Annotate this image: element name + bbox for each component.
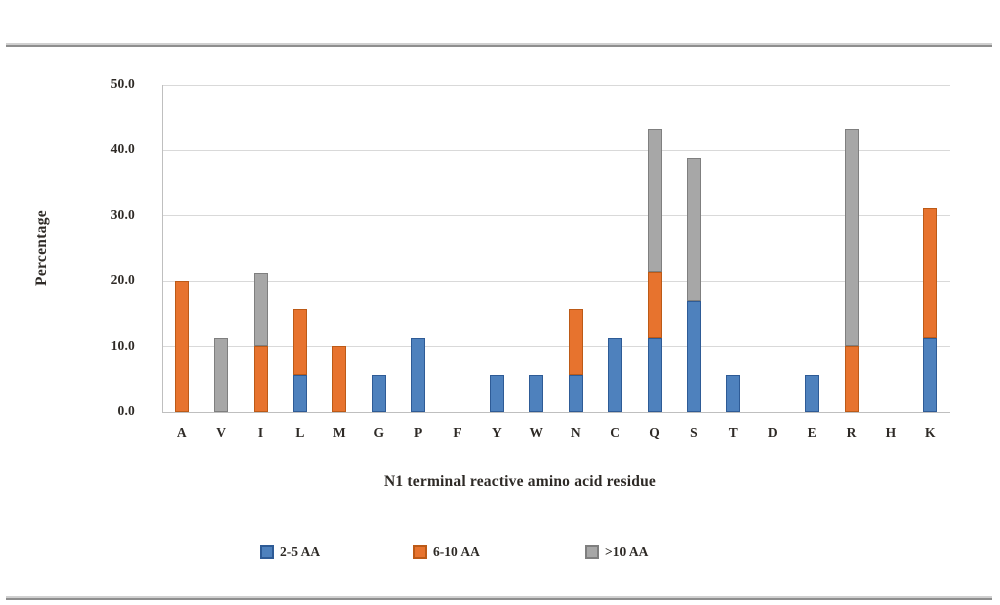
bar-segment <box>608 338 623 412</box>
y-tick-label: 20.0 <box>110 272 135 288</box>
x-tick-label: G <box>373 425 384 440</box>
bar-segment <box>253 345 268 412</box>
x-tick-label: P <box>413 425 423 440</box>
x-tick-label: H <box>885 425 897 440</box>
x-tick-label: W <box>529 425 544 440</box>
x-axis-line <box>162 412 950 413</box>
bar-segment <box>647 338 662 412</box>
x-tick-label: I <box>257 425 264 440</box>
y-tick-label: 50.0 <box>110 76 135 91</box>
bar-segment <box>726 374 741 412</box>
bar-segment <box>332 345 347 412</box>
legend-item: >10 AA <box>585 543 648 561</box>
x-axis-title: N1 terminal reactive amino acid residue <box>384 473 656 490</box>
x-tick-label: Q <box>649 425 660 440</box>
legend-item: 6-10 AA <box>413 543 480 561</box>
gridline <box>162 346 950 348</box>
legend-swatch-icon <box>585 545 599 559</box>
bar-segment <box>371 374 386 412</box>
bar-segment <box>647 129 662 273</box>
x-tick-label: R <box>846 425 857 440</box>
x-tick-label: V <box>216 425 226 440</box>
x-tick-label: S <box>690 425 698 440</box>
legend-swatch-icon <box>260 545 274 559</box>
top-divider <box>6 43 992 47</box>
bar-segment <box>647 272 662 339</box>
bar-segment <box>805 374 820 412</box>
y-axis-line <box>162 85 163 412</box>
y-tick-label: 40.0 <box>110 141 135 157</box>
bar-segment <box>568 308 583 375</box>
legend-item: 2-5 AA <box>260 543 320 561</box>
bar-segment <box>844 345 859 412</box>
x-tick-label: C <box>610 425 620 440</box>
x-tick-label: N <box>570 425 581 440</box>
bar-segment <box>253 272 268 346</box>
bar-segment <box>686 300 701 412</box>
bar-segment <box>923 207 938 339</box>
x-tick-label: L <box>295 425 305 440</box>
bar-segment <box>292 308 307 375</box>
x-tick-label: K <box>925 425 936 440</box>
bar-segment <box>292 374 307 412</box>
y-tick-label: 0.0 <box>117 403 135 418</box>
legend-label: >10 AA <box>605 544 649 559</box>
legend-label: 2-5 AA <box>280 544 321 559</box>
x-tick-label: F <box>453 425 462 440</box>
bar-segment <box>529 374 544 412</box>
x-tick-label: D <box>767 425 778 440</box>
gridline <box>162 215 950 217</box>
bar-segment <box>489 374 504 412</box>
bar-segment <box>214 338 229 412</box>
y-axis-title: Percentage <box>33 210 50 286</box>
legend-label: 6-10 AA <box>433 544 480 559</box>
bar-segment <box>411 338 426 412</box>
bar-segment <box>923 338 938 412</box>
legend-swatch-icon <box>413 545 427 559</box>
gridline <box>162 280 950 282</box>
bottom-divider <box>6 596 992 600</box>
y-tick-label: 30.0 <box>110 206 135 222</box>
bar-segment <box>174 280 189 412</box>
bar-segment <box>568 374 583 412</box>
y-tick-label: 10.0 <box>110 337 135 353</box>
bar-segment <box>844 129 859 346</box>
x-tick-label: M <box>332 425 346 440</box>
gridline <box>162 84 950 86</box>
x-tick-label: Y <box>492 425 502 440</box>
x-tick-label: T <box>728 425 738 440</box>
gridline <box>162 149 950 151</box>
x-tick-label: E <box>807 425 817 440</box>
bar-segment <box>686 158 701 301</box>
x-tick-label: A <box>176 425 187 440</box>
